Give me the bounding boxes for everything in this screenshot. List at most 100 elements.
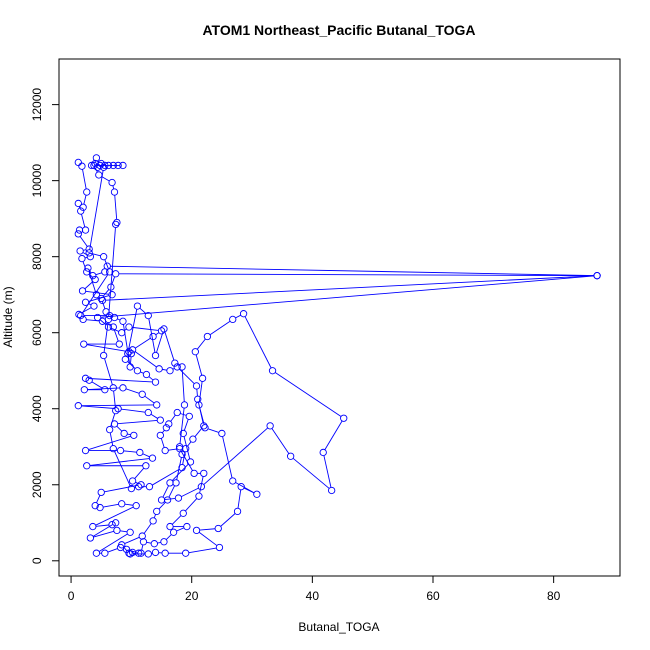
data-point	[116, 446, 125, 455]
series-segment	[123, 328, 127, 332]
series-segment	[92, 253, 101, 257]
series-segment	[220, 513, 236, 527]
series-segment	[113, 390, 116, 408]
series-segment	[168, 485, 176, 498]
data-point	[163, 496, 172, 504]
series-segment	[198, 381, 203, 402]
data-point	[186, 458, 195, 466]
series-segment	[185, 498, 198, 512]
data-point	[92, 291, 101, 299]
series-segment	[198, 402, 204, 423]
series-segment	[127, 433, 131, 436]
data-point	[108, 178, 116, 187]
data-point	[109, 323, 117, 331]
series-segment	[83, 195, 87, 205]
data-point	[157, 496, 166, 504]
data-point	[149, 517, 157, 525]
data-point	[109, 384, 117, 392]
data-point	[124, 349, 132, 358]
series-segment	[155, 332, 160, 336]
data-point	[101, 549, 109, 557]
data-point	[118, 541, 126, 549]
series-segment	[203, 427, 269, 485]
data-point	[89, 522, 97, 531]
series-segment	[88, 295, 110, 302]
data-point	[101, 386, 109, 394]
series-segment	[95, 272, 102, 276]
data-point	[128, 477, 137, 485]
series-segment	[207, 428, 219, 433]
series-segment	[134, 351, 157, 368]
data-point	[90, 302, 98, 310]
data-point	[96, 161, 104, 170]
series-segment	[132, 326, 159, 331]
series-segment	[222, 436, 233, 478]
series-segment	[160, 438, 165, 448]
data-point	[133, 302, 142, 310]
series-segment	[176, 527, 185, 532]
data-point	[134, 483, 143, 491]
series-segment	[125, 388, 140, 394]
data-point	[160, 538, 168, 546]
data-point	[97, 488, 105, 497]
data-point	[113, 526, 121, 535]
data-point	[169, 528, 178, 536]
series-segment	[161, 429, 165, 434]
data-point	[151, 548, 160, 557]
data-point	[161, 549, 169, 557]
data-point	[268, 367, 277, 375]
x-axis-label: Butanal_TOGA	[298, 620, 379, 634]
series-segment	[102, 289, 110, 297]
series-segment	[196, 389, 198, 397]
data-point	[126, 363, 134, 371]
data-point	[74, 402, 82, 410]
series-segment	[79, 236, 88, 247]
data-point	[142, 462, 150, 470]
data-point	[149, 332, 157, 341]
series-segment	[244, 316, 272, 369]
data-point	[173, 408, 181, 417]
data-point	[110, 188, 119, 196]
data-point	[80, 340, 88, 348]
data-point	[112, 406, 120, 415]
data-point	[84, 264, 92, 272]
data-point	[81, 374, 90, 382]
series-segment	[112, 185, 115, 190]
data-point	[108, 521, 116, 529]
data-point	[136, 448, 144, 457]
series-segment	[179, 368, 195, 385]
series-segment	[105, 275, 594, 301]
data-point	[114, 161, 122, 170]
data-point	[160, 325, 168, 333]
data-point	[92, 549, 101, 557]
data-point	[125, 549, 133, 557]
data-point	[178, 464, 186, 472]
series-segment	[170, 414, 176, 422]
data-point	[179, 429, 187, 438]
data-point	[253, 490, 261, 498]
data-point	[78, 287, 87, 295]
series-segment	[86, 344, 126, 352]
data-point	[101, 161, 109, 170]
data-point	[112, 270, 120, 278]
data-point	[74, 230, 82, 238]
data-point	[185, 412, 193, 420]
data-point	[153, 507, 161, 516]
data-point	[83, 188, 91, 196]
series-segment	[148, 376, 154, 381]
data-point	[190, 469, 198, 478]
data-point	[200, 469, 208, 478]
data-point	[119, 317, 127, 325]
series-segment	[153, 514, 157, 519]
series-segment	[88, 378, 153, 383]
series-segment	[96, 495, 101, 503]
data-point	[83, 462, 91, 470]
data-point	[215, 543, 224, 552]
data-point	[156, 431, 164, 439]
series-segment	[158, 501, 166, 510]
series-segment	[93, 530, 114, 538]
data-point	[229, 477, 237, 485]
series-segment	[148, 318, 156, 353]
data-point	[144, 408, 152, 417]
